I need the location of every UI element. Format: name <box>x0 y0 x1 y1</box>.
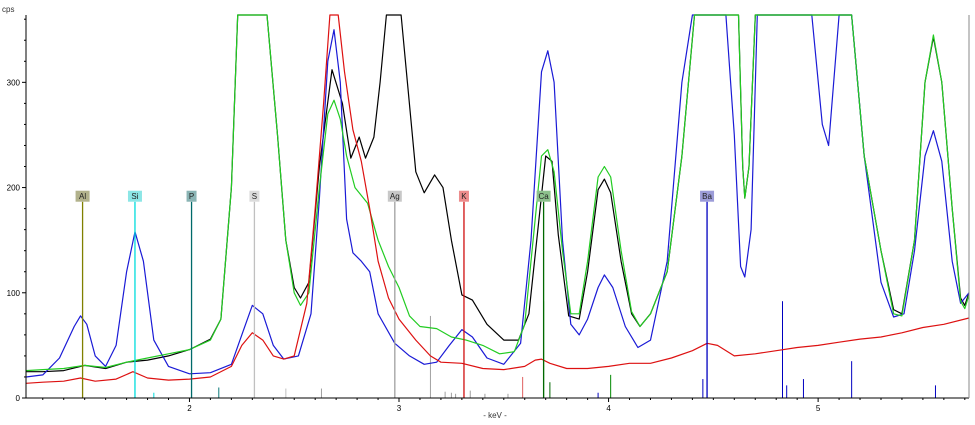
peak-label: K <box>461 192 467 201</box>
peak-marker-p: P <box>186 190 197 398</box>
x-tick-label: 2 <box>187 404 192 413</box>
peak-marker-k: K <box>458 190 469 398</box>
peak-label-box <box>536 190 551 202</box>
peak-label-box <box>700 190 715 202</box>
x-tick-label: 3 <box>397 404 402 413</box>
peak-marker-s: S <box>249 190 260 398</box>
x-tick-label: 5 <box>816 404 821 413</box>
peak-label: Al <box>79 192 86 201</box>
peak-label-box <box>387 190 402 202</box>
y-tick-label: 200 <box>7 184 21 193</box>
peak-label-box <box>458 190 469 202</box>
peak-label-box <box>249 190 260 202</box>
peak-label: P <box>189 192 194 201</box>
peak-label-box <box>186 190 197 202</box>
spectrum-line-4 <box>25 14 970 384</box>
peak-marker-al: Al <box>75 190 90 398</box>
peak-label: Ag <box>390 192 400 201</box>
peak-label: Si <box>131 192 138 201</box>
peak-label: Ca <box>538 192 549 201</box>
spectrum-line-2 <box>25 14 970 378</box>
peak-marker-si: Si <box>127 190 142 398</box>
y-axis-label: cps <box>2 5 14 14</box>
y-tick-label: 100 <box>7 289 21 298</box>
peak-marker-ca: Ca <box>536 190 551 398</box>
peak-label: S <box>252 192 257 201</box>
peak-marker-ag: Ag <box>387 190 402 398</box>
x-axis-label: - keV - <box>483 411 507 420</box>
y-tick-label: 0 <box>16 394 21 403</box>
peak-marker-ba: Ba <box>700 190 715 398</box>
peak-markers: Al Si P S Ag K Ca Ba <box>75 190 715 398</box>
peak-label-box <box>127 190 142 202</box>
y-tick-label: 300 <box>7 78 21 87</box>
peak-label-box <box>75 190 90 202</box>
peak-label: Ba <box>702 192 712 201</box>
axis-ticks: 2 3 4 5 0 100 200 300 <box>7 18 966 413</box>
x-tick-label: 4 <box>606 404 611 413</box>
